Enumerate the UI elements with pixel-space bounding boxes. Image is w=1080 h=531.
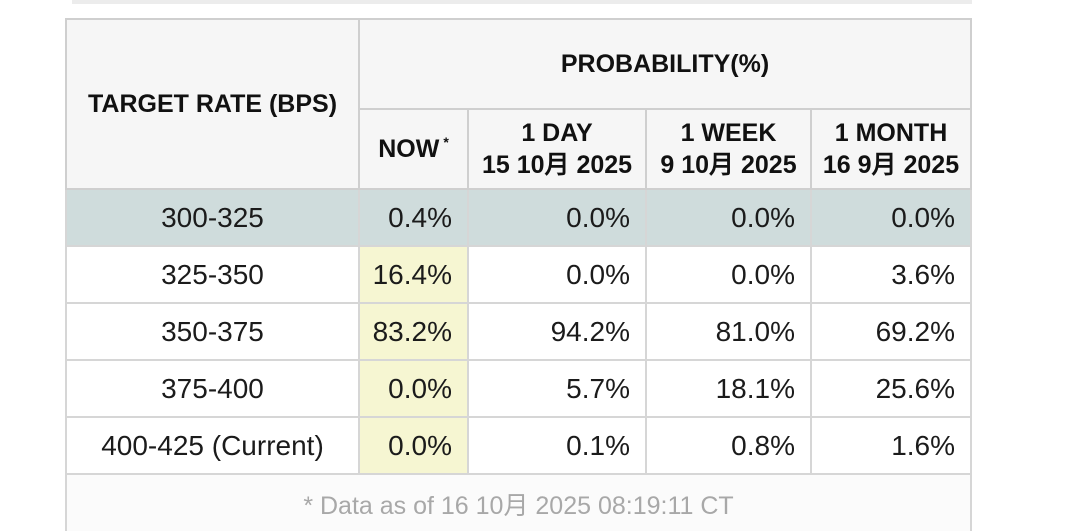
prob-cell-1-week: 81.0% xyxy=(645,302,812,361)
rate-probability-table: TARGET RATE (BPS) PROBABILITY(%) NOW * 1 … xyxy=(64,18,973,531)
now-footnote-marker: * xyxy=(443,134,449,151)
column-date: 9 10月 2025 xyxy=(660,151,797,179)
prob-cell-1-day: 0.1% xyxy=(467,416,647,475)
footnote-row: * Data as of 16 10月 2025 08:19:11 CT xyxy=(64,473,973,531)
column-date: 16 9月 2025 xyxy=(822,151,960,179)
header-row-columns: NOW * 1 DAY 15 10月 2025 1 WEEK 9 10月 2025… xyxy=(66,108,973,190)
target-rate-cell: 375-400 xyxy=(65,359,360,418)
table-row-350-375: 350-375 83.2% 94.2% 81.0% 69.2% xyxy=(65,302,973,361)
table-row-325-350: 325-350 16.4% 0.0% 0.0% 3.6% xyxy=(65,245,973,304)
prob-cell-now: 0.0% xyxy=(358,416,469,475)
column-label: 1 MONTH xyxy=(834,119,948,147)
prob-cell-1-day: 94.2% xyxy=(467,302,647,361)
prob-cell-now: 0.0% xyxy=(358,359,469,418)
data-as-of-footnote: * Data as of 16 10月 2025 08:19:11 CT xyxy=(64,473,973,531)
prob-cell-1-day: 0.0% xyxy=(467,245,647,304)
page-top-divider xyxy=(72,0,972,4)
header-1-week: 1 WEEK 9 10月 2025 xyxy=(645,108,812,190)
prob-cell-now: 0.4% xyxy=(358,188,469,247)
prob-cell-1-week: 0.0% xyxy=(645,245,812,304)
prob-cell-1-month: 0.0% xyxy=(809,188,973,247)
prob-cell-1-month: 3.6% xyxy=(809,245,973,304)
prob-cell-1-week: 18.1% xyxy=(645,359,812,418)
column-label: 1 WEEK xyxy=(680,119,777,147)
header-row-top: TARGET RATE (BPS) PROBABILITY(%) xyxy=(65,18,973,190)
table-row-400-425-current: 400-425 (Current) 0.0% 0.1% 0.8% 1.6% xyxy=(65,416,973,475)
now-label: NOW xyxy=(378,134,440,163)
table-row-300-325: 300-325 0.4% 0.0% 0.0% 0.0% xyxy=(65,188,973,247)
target-rate-cell: 300-325 xyxy=(65,188,360,247)
prob-cell-1-day: 5.7% xyxy=(467,359,647,418)
target-rate-cell: 400-425 (Current) xyxy=(65,416,360,475)
column-date: 15 10月 2025 xyxy=(481,151,633,179)
prob-cell-now: 16.4% xyxy=(358,245,469,304)
prob-cell-1-month: 25.6% xyxy=(809,359,973,418)
header-now: NOW * xyxy=(358,108,469,190)
table-row-375-400: 375-400 0.0% 5.7% 18.1% 25.6% xyxy=(65,359,973,418)
header-1-day: 1 DAY 15 10月 2025 xyxy=(467,108,647,190)
prob-cell-1-week: 0.8% xyxy=(645,416,812,475)
prob-cell-1-week: 0.0% xyxy=(645,188,812,247)
prob-cell-1-day: 0.0% xyxy=(467,188,647,247)
target-rate-cell: 350-375 xyxy=(65,302,360,361)
prob-cell-1-month: 69.2% xyxy=(809,302,973,361)
column-label: 1 DAY xyxy=(521,119,593,147)
prob-cell-1-month: 1.6% xyxy=(809,416,973,475)
target-rate-cell: 325-350 xyxy=(65,245,360,304)
header-target-rate: TARGET RATE (BPS) xyxy=(65,18,360,190)
header-probability: PROBABILITY(%) xyxy=(357,18,973,110)
header-1-month: 1 MONTH 16 9月 2025 xyxy=(809,108,973,190)
prob-cell-now: 83.2% xyxy=(358,302,469,361)
